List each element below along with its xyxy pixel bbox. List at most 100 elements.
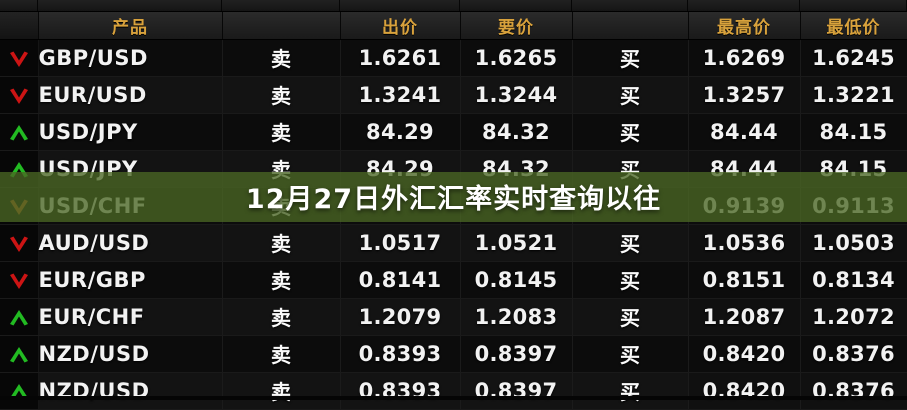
table-body: GBP/USD 卖 1.6261 1.6265 买 1.6269 1.6245 EUR/USD… xyxy=(0,38,907,410)
bid-cell: 1.3241 xyxy=(340,75,461,114)
bid-cell: 1.0517 xyxy=(340,223,461,262)
chevron-down-icon xyxy=(8,49,30,69)
table-header: 产品 出价 要价 最高价 最低价 xyxy=(0,12,907,40)
table-row[interactable]: USD/JPY 卖 84.29 84.32 买 84.44 84.15 xyxy=(0,149,907,188)
high-cell: 84.44 xyxy=(688,112,801,151)
low-cell: 1.3221 xyxy=(800,75,907,114)
product-cell: EUR/GBP xyxy=(38,260,223,299)
trend-cell xyxy=(0,371,39,410)
ask-cell: 1.6265 xyxy=(460,38,573,77)
column-header-ask[interactable]: 要价 xyxy=(460,12,573,40)
column-header-high[interactable]: 最高价 xyxy=(688,12,801,40)
trend-cell xyxy=(0,75,39,114)
trend-cell xyxy=(0,260,39,299)
table-row[interactable]: NZD/USD 卖 0.8393 0.8397 买 0.8420 0.8376 xyxy=(0,371,907,410)
buy-label-cell: 买 xyxy=(572,149,689,188)
product-cell: NZD/USD xyxy=(38,334,223,373)
product-cell: USD/CHF xyxy=(38,186,223,225)
bid-cell: 0.8393 xyxy=(340,371,461,410)
top-strip-cell xyxy=(340,0,460,11)
buy-label-cell: 买 xyxy=(572,38,689,77)
low-cell: 0.8134 xyxy=(800,260,907,299)
forex-rates-table: 产品 出价 要价 最高价 最低价 GBP/USD 卖 1.6261 1.6265 买 1.… xyxy=(0,12,907,410)
low-cell: 0.8376 xyxy=(800,371,907,410)
ask-cell: 84.32 xyxy=(460,149,573,188)
top-strip-cell xyxy=(222,0,340,11)
bid-cell: 84.29 xyxy=(340,112,461,151)
chevron-up-icon xyxy=(8,123,30,143)
column-header-buy[interactable] xyxy=(572,12,689,40)
top-strip-cell xyxy=(800,0,907,11)
chevron-down-icon xyxy=(8,86,30,106)
sell-label-cell: 卖 xyxy=(222,223,341,262)
buy-label-cell: 买 xyxy=(572,371,689,410)
column-header-trend[interactable] xyxy=(0,12,39,40)
buy-label-cell: 买 xyxy=(572,223,689,262)
bid-cell: 0.8393 xyxy=(340,334,461,373)
ask-cell: 0.8397 xyxy=(460,334,573,373)
bid-cell: 84.29 xyxy=(340,149,461,188)
sell-label-cell: 卖 xyxy=(222,112,341,151)
ask-cell: 0.8397 xyxy=(460,371,573,410)
ask-cell: 1.3244 xyxy=(460,75,573,114)
product-cell: NZD/USD xyxy=(38,371,223,410)
column-header-product[interactable]: 产品 xyxy=(38,12,223,40)
ask-cell: 84.32 xyxy=(460,112,573,151)
panel-bottom-edge xyxy=(0,396,907,400)
high-cell: 0.8420 xyxy=(688,371,801,410)
top-strip-cell xyxy=(38,0,222,11)
table-row[interactable]: EUR/GBP 卖 0.8141 0.8145 买 0.8151 0.8134 xyxy=(0,260,907,299)
chevron-down-icon xyxy=(8,271,30,291)
column-header-sell[interactable] xyxy=(222,12,341,40)
buy-label-cell: 买 xyxy=(572,75,689,114)
chevron-down-icon xyxy=(8,234,30,254)
table-row[interactable]: AUD/USD 卖 1.0517 1.0521 买 1.0536 1.0503 xyxy=(0,223,907,262)
ask-cell: 1.2083 xyxy=(460,297,573,336)
table-row[interactable]: USD/CHF 卖 0.9139 0.9113 xyxy=(0,186,907,225)
product-cell: GBP/USD xyxy=(38,38,223,77)
product-cell: USD/JPY xyxy=(38,112,223,151)
product-cell: EUR/CHF xyxy=(38,297,223,336)
product-cell: AUD/USD xyxy=(38,223,223,262)
trend-cell xyxy=(0,149,39,188)
trend-cell xyxy=(0,112,39,151)
bid-cell xyxy=(340,186,461,225)
low-cell: 0.9113 xyxy=(800,186,907,225)
buy-label-cell: 买 xyxy=(572,112,689,151)
buy-label-cell: 买 xyxy=(572,334,689,373)
top-strip-cell xyxy=(572,0,688,11)
bid-cell: 1.2079 xyxy=(340,297,461,336)
table-header-row: 产品 出价 要价 最高价 最低价 xyxy=(0,12,907,40)
column-header-bid[interactable]: 出价 xyxy=(340,12,461,40)
high-cell: 1.6269 xyxy=(688,38,801,77)
high-cell: 0.8420 xyxy=(688,334,801,373)
table-row[interactable]: USD/JPY 卖 84.29 84.32 买 84.44 84.15 xyxy=(0,112,907,151)
low-cell: 0.8376 xyxy=(800,334,907,373)
ask-cell xyxy=(460,186,573,225)
low-cell: 84.15 xyxy=(800,149,907,188)
trend-cell xyxy=(0,38,39,77)
sell-label-cell: 卖 xyxy=(222,297,341,336)
column-header-low[interactable]: 最低价 xyxy=(800,12,907,40)
table-row[interactable]: NZD/USD 卖 0.8393 0.8397 买 0.8420 0.8376 xyxy=(0,334,907,373)
high-cell: 1.2087 xyxy=(688,297,801,336)
low-cell: 84.15 xyxy=(800,112,907,151)
table-row[interactable]: EUR/USD 卖 1.3241 1.3244 买 1.3257 1.3221 xyxy=(0,75,907,114)
trend-cell xyxy=(0,223,39,262)
table-row[interactable]: EUR/CHF 卖 1.2079 1.2083 买 1.2087 1.2072 xyxy=(0,297,907,336)
sell-label-cell: 卖 xyxy=(222,38,341,77)
table-row[interactable]: GBP/USD 卖 1.6261 1.6265 买 1.6269 1.6245 xyxy=(0,38,907,77)
bid-cell: 1.6261 xyxy=(340,38,461,77)
high-cell: 1.0536 xyxy=(688,223,801,262)
trend-cell xyxy=(0,334,39,373)
top-strip-cell xyxy=(0,0,38,11)
low-cell: 1.6245 xyxy=(800,38,907,77)
chevron-up-icon xyxy=(8,160,30,180)
sell-label-cell: 卖 xyxy=(222,186,341,225)
buy-label-cell: 买 xyxy=(572,260,689,299)
low-cell: 1.2072 xyxy=(800,297,907,336)
high-cell: 1.3257 xyxy=(688,75,801,114)
sell-label-cell: 卖 xyxy=(222,149,341,188)
panel-top-strip xyxy=(0,0,907,12)
